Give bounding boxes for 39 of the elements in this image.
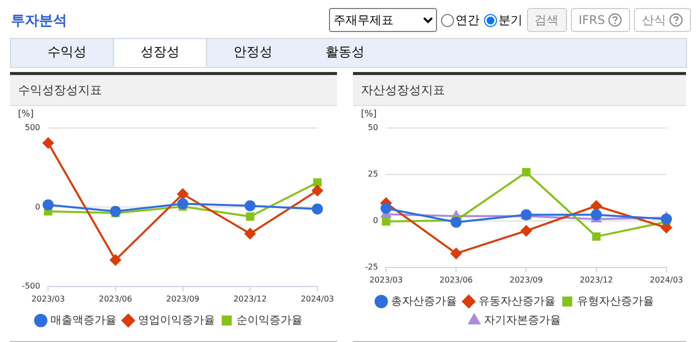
y-tick-label: 0 (35, 202, 40, 212)
x-tick-label: 2023/03 (32, 294, 65, 304)
text: 활동성 (324, 44, 366, 62)
text: IFRS (570, 8, 630, 32)
legend-label: 총자산증가율 (390, 294, 457, 308)
legend-label: 유동자산증가율 (478, 294, 556, 308)
x-tick-label: 2024/03 (650, 275, 683, 284)
text: 주재무제표 (328, 8, 437, 32)
x-tick-label: 2023/06 (98, 294, 132, 304)
y-tick-label: 500 (24, 123, 40, 132)
y-tick-label: -25 (364, 262, 378, 272)
y-axis-title: [%] (361, 109, 377, 120)
y-axis-title: [%] (18, 109, 34, 120)
y-tick-label: 25 (368, 170, 378, 179)
legend-label: 영업이익증가율 (138, 313, 215, 326)
x-tick-label: 2023/12 (233, 294, 267, 304)
legend-label: 순이익증가율 (236, 313, 302, 326)
text: 수익성 (46, 44, 88, 62)
text: 투자분석 (11, 12, 67, 30)
y-tick-label: -500 (22, 281, 40, 290)
text: 분기 (498, 12, 523, 28)
x-tick-label: 2023/06 (440, 275, 473, 284)
x-tick-label: 2023/09 (510, 275, 543, 284)
text: 산식 (634, 8, 691, 32)
chart-title: 자산성장성지표 (353, 75, 686, 106)
x-tick-label: 2023/12 (580, 275, 613, 284)
legend-label: 매출액증가율 (50, 313, 116, 326)
y-tick-label: 0 (372, 216, 378, 226)
y-tick-label: 50 (368, 123, 378, 132)
legend-label: 자기자본증가율 (484, 313, 561, 326)
text: 성장성 (113, 39, 207, 67)
legend-label: 유형자산증가율 (576, 294, 654, 308)
x-tick-label: 2023/09 (166, 294, 200, 304)
text: 안정성 (232, 44, 274, 62)
x-tick-label: 2023/03 (369, 275, 403, 284)
chart-title: 수익성장성지표 (10, 75, 337, 106)
x-tick-label: 2024/03 (300, 294, 334, 304)
text: 연간 (454, 12, 480, 28)
text: 검색 (526, 8, 567, 32)
